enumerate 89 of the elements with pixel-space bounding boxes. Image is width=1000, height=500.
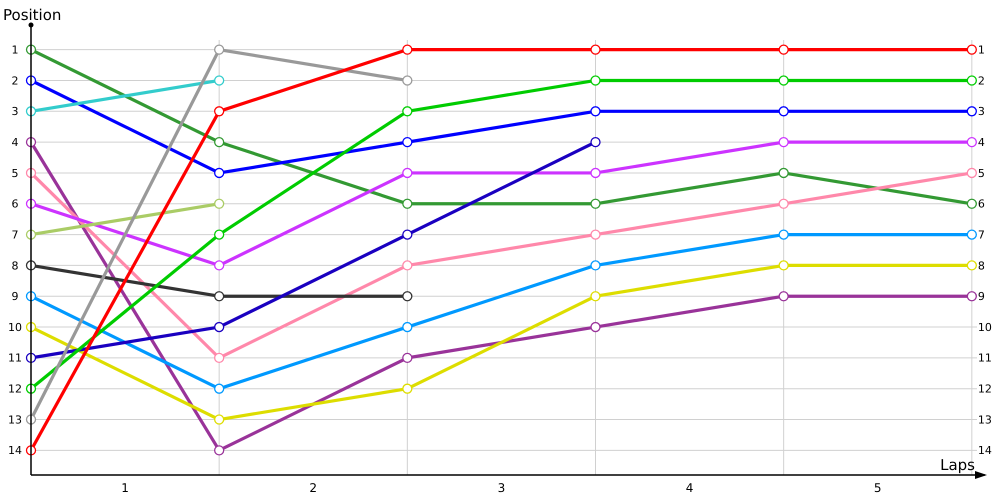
point (214, 260, 224, 271)
y-tick-label: 12 (8, 382, 22, 396)
point (214, 106, 224, 116)
point (214, 136, 224, 148)
point (402, 291, 412, 302)
point (778, 75, 789, 86)
point (402, 106, 412, 116)
y-tick-label: 7 (12, 228, 18, 242)
y-tick-label: 1 (12, 44, 18, 57)
point (966, 136, 977, 148)
point (214, 168, 224, 178)
point (778, 106, 789, 116)
y2-tick-label: 12 (978, 382, 992, 396)
x-tick-label: 5 (874, 481, 882, 495)
x-tick-label: 2 (309, 481, 318, 495)
y-tick-label: 2 (12, 74, 18, 88)
point (590, 136, 601, 148)
point (402, 44, 412, 55)
point (402, 198, 412, 209)
point (402, 136, 412, 148)
y2-tick-label: 9 (978, 290, 985, 304)
y2-tick-label: 8 (978, 259, 985, 272)
point (966, 75, 977, 86)
y-tick-label: 6 (12, 198, 18, 211)
point (402, 168, 412, 178)
y-tick-label: 5 (12, 166, 18, 180)
y-axis-title: Position (3, 6, 62, 24)
x-tick-label: 4 (686, 481, 694, 495)
point (590, 291, 601, 302)
x-axis-title: Laps (940, 456, 976, 474)
y2-tick-label: 10 (978, 320, 992, 334)
point (966, 198, 977, 209)
point (966, 106, 977, 116)
y2-tick-label: 14 (978, 444, 992, 458)
y-tick-label: 10 (8, 320, 22, 334)
y-tick-label: 11 (8, 352, 22, 365)
point (590, 44, 601, 55)
x-tick-label: 3 (498, 481, 506, 495)
y2-tick-label: 3 (978, 105, 985, 118)
y-tick-label: 4 (12, 136, 18, 149)
point (778, 260, 789, 271)
point (966, 291, 977, 302)
point (214, 352, 224, 364)
point (966, 44, 977, 55)
point (778, 291, 789, 302)
y2-tick-label: 2 (978, 74, 985, 88)
y2-tick-label: 5 (978, 166, 985, 180)
point (590, 168, 601, 178)
y2-tick-label: 6 (978, 198, 985, 211)
point (402, 352, 412, 364)
point (402, 75, 412, 86)
point (590, 260, 601, 271)
point (590, 75, 601, 86)
point (214, 291, 224, 302)
point (214, 322, 224, 332)
y2-tick-label: 11 (978, 352, 992, 365)
y2-tick-label: 1 (978, 44, 985, 57)
point (590, 106, 601, 116)
point (966, 168, 977, 178)
point (214, 384, 224, 394)
y2-tick-label: 13 (978, 413, 992, 426)
point (966, 260, 977, 271)
point (214, 229, 224, 240)
point (778, 168, 789, 178)
y-tick-label: 3 (12, 105, 18, 118)
y2-tick-label: 4 (978, 136, 985, 149)
y-tick-label: 14 (8, 444, 22, 458)
point (214, 414, 224, 425)
point (778, 136, 789, 148)
point (590, 322, 601, 332)
point (214, 445, 224, 456)
point (402, 384, 412, 394)
point (778, 198, 789, 209)
point (214, 75, 224, 86)
point (590, 198, 601, 209)
x-tick-label: 1 (121, 481, 129, 495)
y2-tick-label: 7 (978, 228, 985, 242)
y-tick-label: 8 (12, 259, 18, 272)
point (214, 198, 224, 209)
point (214, 44, 224, 55)
point (966, 229, 977, 240)
y-tick-label: 13 (8, 413, 22, 426)
point (590, 229, 601, 240)
point (402, 322, 412, 332)
point (402, 260, 412, 271)
point (778, 229, 789, 240)
y-tick-label: 9 (12, 290, 18, 304)
point (402, 229, 412, 240)
point (778, 44, 789, 55)
